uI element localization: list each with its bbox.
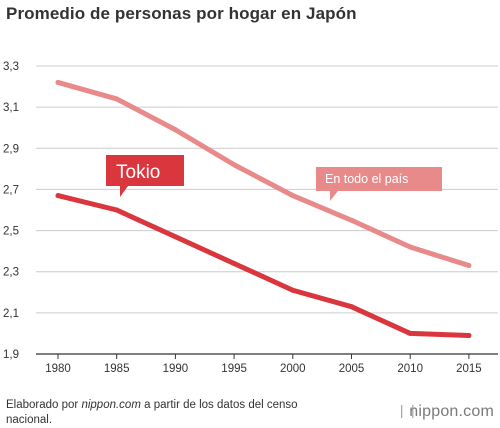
brand-logo: ❘❘nippon.com (396, 403, 494, 421)
chart-title: Promedio de personas por hogar en Japón (6, 4, 357, 23)
x-tick-label: 2005 (339, 363, 365, 375)
credit-site: nippon.com (81, 399, 141, 411)
brand-text: nippon.com (409, 403, 494, 420)
x-tick-label: 1995 (221, 363, 247, 375)
x-tick-label: 1980 (45, 363, 71, 375)
y-tick-label: 2,3 (3, 267, 19, 279)
series-labels: En todo el país Tokio (106, 155, 442, 201)
data-point (172, 127, 178, 133)
label-box (316, 167, 442, 201)
data-point (349, 217, 354, 223)
brand-mark-icon: ❘❘ (396, 403, 419, 418)
x-axis-ticks: 1980 1985 1990 1995 2000 2005 2010 2015 (45, 354, 482, 375)
credit-suffix: a partir de los datos del censo nacional… (6, 399, 298, 426)
data-point (55, 79, 61, 85)
y-tick-label: 1,9 (3, 349, 19, 361)
data-point (466, 332, 472, 338)
source-credit: Elaborado por nippon.com a partir de los… (6, 398, 336, 428)
series-line-tokyo (55, 193, 472, 338)
series-label-tokyo: Tokio (106, 155, 184, 197)
data-point (407, 244, 413, 250)
label-text: Tokio (116, 162, 160, 183)
data-point (114, 207, 120, 213)
data-point (231, 260, 237, 266)
series-line-national (55, 79, 472, 269)
label-text: En todo el país (325, 172, 408, 186)
data-point (290, 193, 296, 199)
x-tick-label: 1990 (163, 363, 189, 375)
data-point (114, 96, 120, 102)
data-point (55, 193, 61, 199)
series-label-national: En todo el país (316, 167, 442, 201)
y-tick-label: 2,5 (3, 226, 19, 238)
y-tick-label: 2,9 (3, 143, 19, 155)
data-point (290, 287, 296, 293)
data-point (407, 330, 413, 336)
data-point (349, 304, 354, 310)
y-tick-label: 2,7 (3, 184, 19, 196)
x-tick-label: 2000 (280, 363, 306, 375)
credit-prefix: Elaborado por (6, 399, 82, 411)
data-point (231, 162, 237, 168)
label-box (106, 155, 184, 197)
x-tick-label: 2010 (397, 363, 423, 375)
x-tick-label: 1985 (104, 363, 130, 375)
data-point (172, 234, 178, 240)
y-tick-label: 3,3 (3, 61, 19, 73)
y-axis-ticks: 3,3 3,1 2,9 2,7 2,5 2,3 2,1 1,9 (3, 61, 19, 361)
grid-layer (36, 65, 498, 355)
data-point (466, 263, 472, 269)
x-tick-label: 2015 (456, 363, 482, 375)
y-tick-label: 2,1 (3, 308, 19, 320)
y-tick-label: 3,1 (3, 102, 19, 114)
series-layer (55, 79, 472, 338)
